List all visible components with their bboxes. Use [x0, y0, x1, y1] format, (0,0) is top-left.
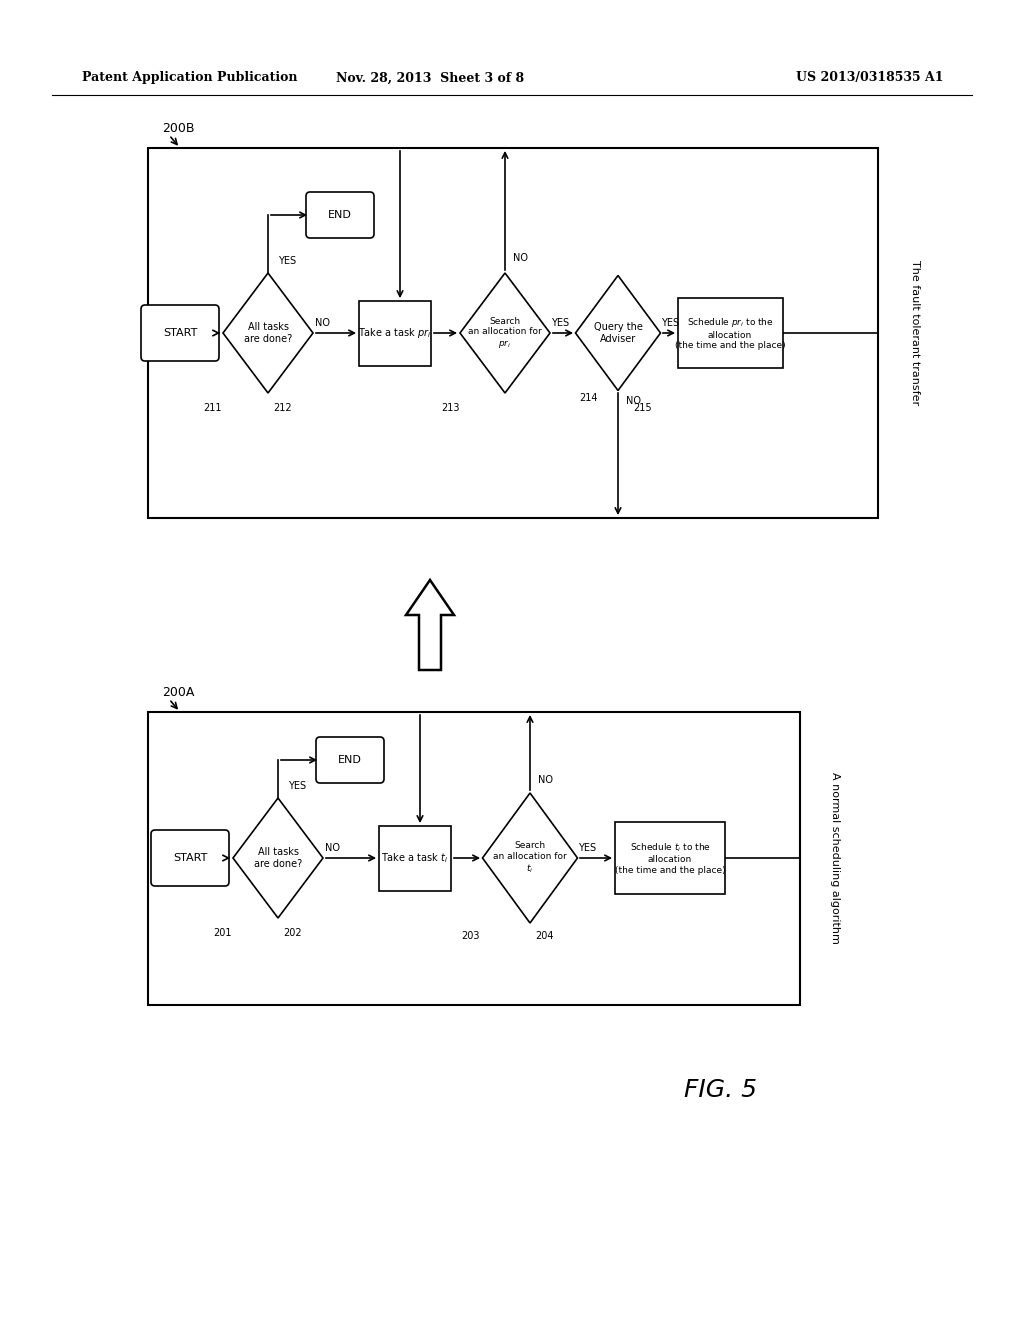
Text: YES: YES: [660, 318, 679, 327]
Text: 215: 215: [634, 403, 652, 413]
Text: FIG. 5: FIG. 5: [683, 1078, 757, 1102]
Text: NO: NO: [513, 253, 528, 263]
FancyBboxPatch shape: [316, 737, 384, 783]
Bar: [148, 148, 878, 517]
Text: US 2013/0318535 A1: US 2013/0318535 A1: [797, 71, 944, 84]
Polygon shape: [575, 276, 660, 391]
Text: YES: YES: [551, 318, 569, 327]
Text: Schedule $pr_i$ to the
allocation
(the time and the place): Schedule $pr_i$ to the allocation (the t…: [675, 315, 785, 350]
Text: START: START: [173, 853, 207, 863]
Polygon shape: [460, 273, 550, 393]
Text: YES: YES: [288, 781, 306, 791]
Text: 203: 203: [461, 931, 479, 941]
Text: END: END: [328, 210, 352, 220]
Text: Patent Application Publication: Patent Application Publication: [82, 71, 298, 84]
Polygon shape: [482, 793, 578, 923]
Text: 204: 204: [536, 931, 554, 941]
Text: YES: YES: [578, 843, 596, 853]
Text: NO: NO: [326, 843, 341, 853]
Text: 202: 202: [284, 928, 302, 939]
FancyBboxPatch shape: [151, 830, 229, 886]
Text: NO: NO: [626, 396, 641, 407]
Text: 200A: 200A: [162, 685, 195, 698]
Text: The fault tolerant transfer: The fault tolerant transfer: [910, 260, 920, 405]
Polygon shape: [223, 273, 313, 393]
Text: Take a task $t_i$: Take a task $t_i$: [382, 851, 449, 865]
Text: 214: 214: [579, 393, 597, 403]
Bar: [359, 301, 431, 366]
Text: All tasks
are done?: All tasks are done?: [244, 322, 292, 343]
Text: NO: NO: [538, 775, 553, 785]
Text: 213: 213: [440, 403, 459, 413]
Bar: [678, 298, 782, 368]
Text: 200B: 200B: [162, 121, 195, 135]
Polygon shape: [406, 579, 454, 671]
Text: 211: 211: [204, 403, 222, 413]
Text: 212: 212: [273, 403, 292, 413]
Text: START: START: [163, 327, 198, 338]
Text: Schedule $t_i$ to the
allocation
(the time and the place): Schedule $t_i$ to the allocation (the ti…: [614, 841, 725, 875]
Bar: [148, 711, 800, 1005]
Polygon shape: [233, 799, 323, 917]
Text: Query the
Adviser: Query the Adviser: [594, 322, 642, 343]
FancyBboxPatch shape: [141, 305, 219, 360]
Text: Search
an allocation for
$t_i$: Search an allocation for $t_i$: [494, 841, 567, 875]
FancyBboxPatch shape: [306, 191, 374, 238]
Text: NO: NO: [315, 318, 331, 327]
Text: Search
an allocation for
$pr_i$: Search an allocation for $pr_i$: [468, 317, 542, 350]
Text: A normal scheduling algorithm: A normal scheduling algorithm: [830, 772, 840, 944]
Text: 201: 201: [214, 928, 232, 939]
Text: YES: YES: [278, 256, 296, 267]
Bar: [615, 822, 725, 894]
Text: END: END: [338, 755, 361, 766]
Text: Nov. 28, 2013  Sheet 3 of 8: Nov. 28, 2013 Sheet 3 of 8: [336, 71, 524, 84]
Bar: [379, 825, 451, 891]
Text: Take a task $pr_i$: Take a task $pr_i$: [358, 326, 432, 341]
Text: All tasks
are done?: All tasks are done?: [254, 847, 302, 869]
